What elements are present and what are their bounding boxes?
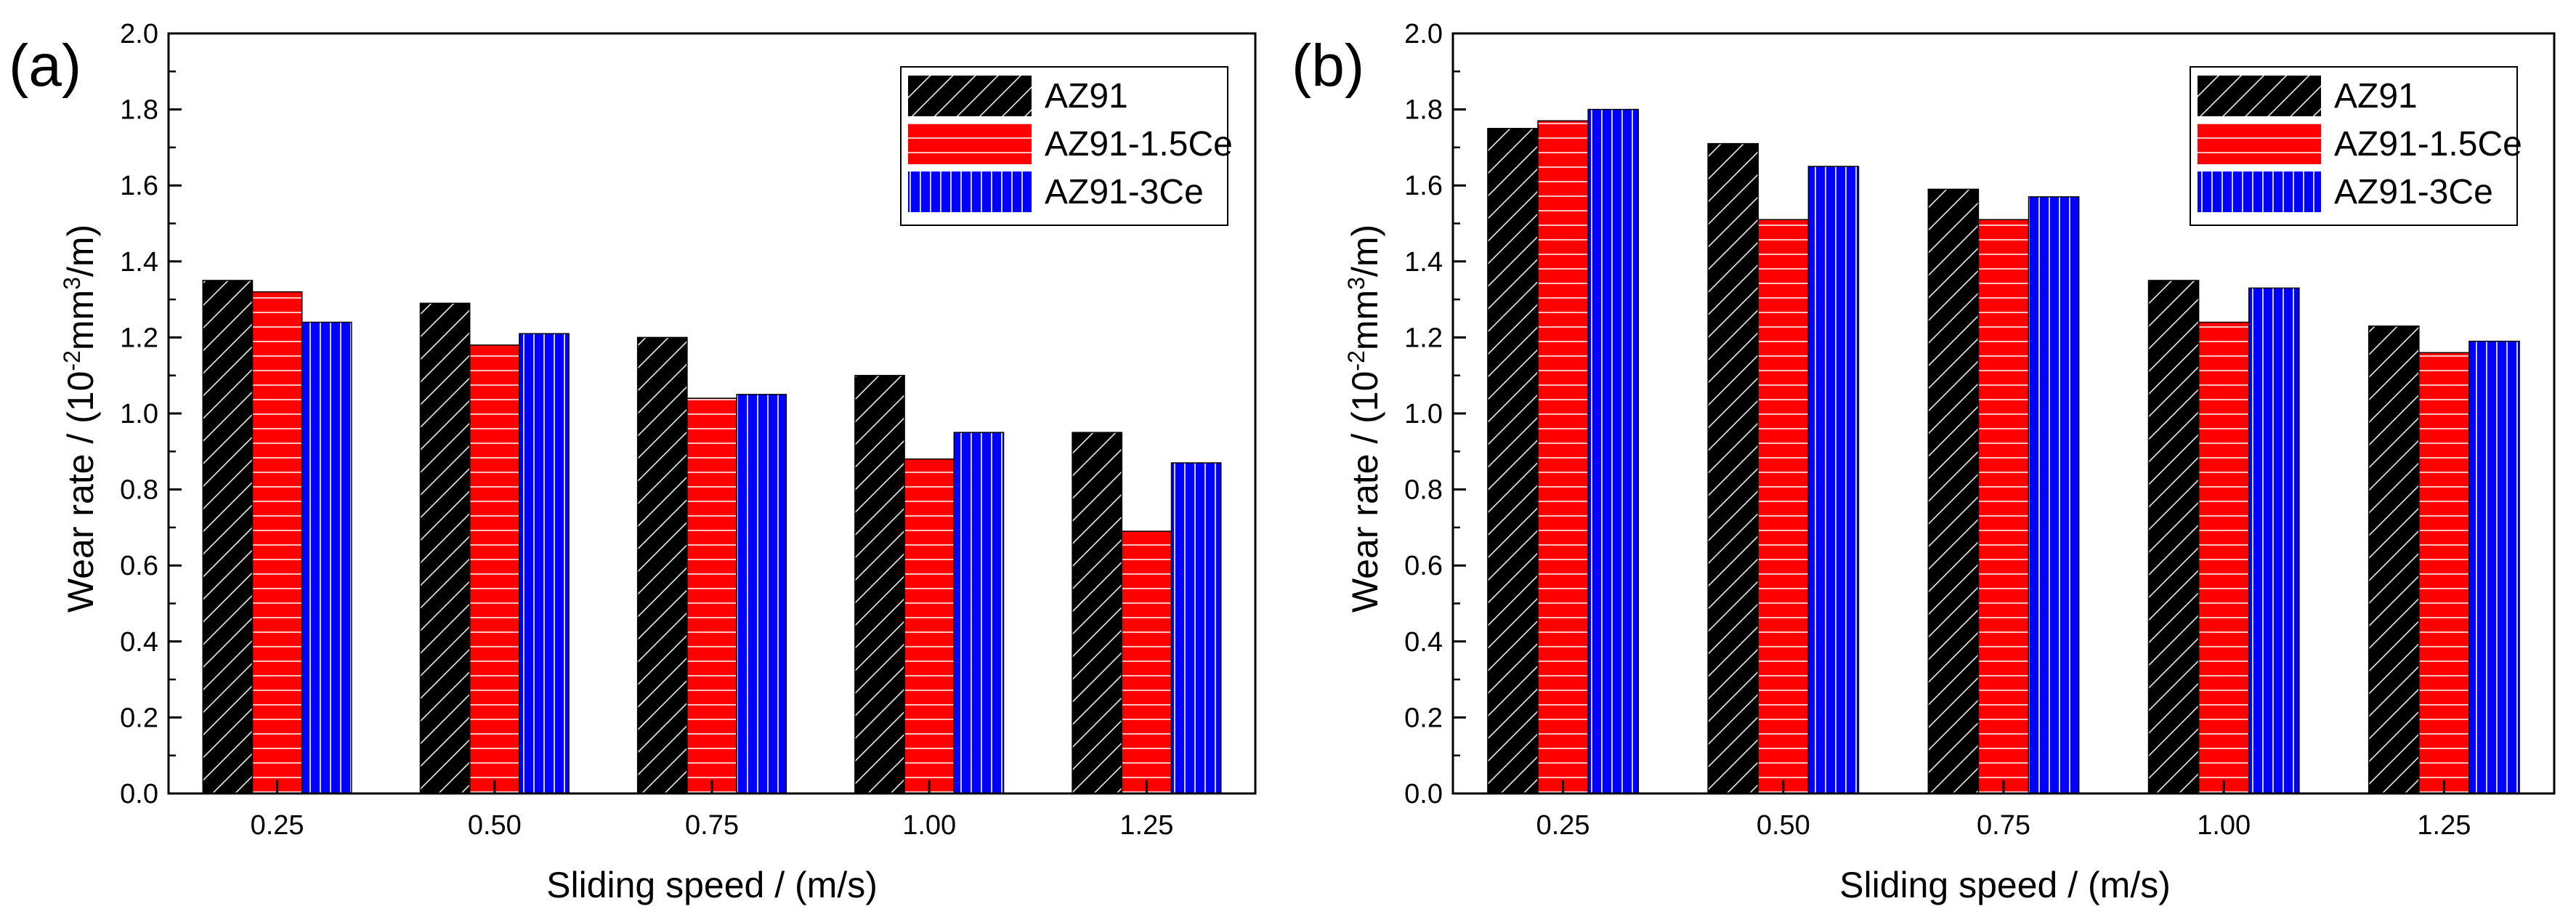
y-tick-label: 1.6 xyxy=(1404,171,1443,201)
bar-az91-1-5ce-1-25 xyxy=(2418,352,2470,794)
y-tick-label: 0.4 xyxy=(1404,627,1443,658)
y-tick-label: 2.0 xyxy=(1404,19,1443,49)
legend-swatch-az91-3ce xyxy=(2198,171,2321,212)
chart-panel-a: (a) 0.0 0.2 0.4 0.6 0.8 1.0 1.2 1.4 1.6 1.8 2.0 0.2… xyxy=(9,19,1257,905)
x-tick-label: 0.25 xyxy=(1536,810,1590,841)
y-tick-label: 1.4 xyxy=(1404,247,1443,278)
legend: AZ91 AZ91-1.5Ce AZ91-3Ce xyxy=(2190,66,2522,226)
bar-az91-3ce-0-75 xyxy=(2028,196,2080,794)
y-axis-label: Wear rate / (10-2mm3/m) xyxy=(59,225,101,613)
bar-az91-3ce-1-25 xyxy=(1170,462,1222,794)
bar-az91-1-5ce-0-25 xyxy=(251,291,303,794)
legend-swatch-az91-1-5ce xyxy=(2198,124,2321,164)
bar-az91-1-5ce-0-50 xyxy=(1757,219,1810,794)
bar-az91-3ce-0-25 xyxy=(1587,108,1640,794)
bar-az91-3ce-0-25 xyxy=(301,321,352,794)
y-tick-label: 1.0 xyxy=(120,399,158,429)
y-tick-label: 1.4 xyxy=(120,247,158,278)
plot-area: 0.0 0.2 0.4 0.6 0.8 1.0 1.2 1.4 1.6 1.8 2.0 0.25 0.5… xyxy=(1404,19,2556,841)
y-tick-label: 0.6 xyxy=(1404,551,1443,581)
y-tick-label: 2.0 xyxy=(120,19,158,49)
x-tick-label: 0.75 xyxy=(685,810,739,841)
panel-label: (b) xyxy=(1292,33,1364,99)
y-tick-label: 0.6 xyxy=(120,551,158,581)
x-tick-label: 1.00 xyxy=(2197,810,2251,841)
x-tick-label: 0.50 xyxy=(468,810,522,841)
bar-az91-1-5ce-0-75 xyxy=(686,397,737,794)
x-tick-label: 1.25 xyxy=(2417,810,2471,841)
y-axis-label: Wear rate / (10-2mm3/m) xyxy=(1343,225,1385,613)
panel-label: (a) xyxy=(9,33,81,99)
legend-label-az91: AZ91 xyxy=(2334,77,2418,116)
bar-az91-0-50 xyxy=(419,302,471,794)
y-tick-label: 0.2 xyxy=(120,703,158,733)
bar-az91-1-5ce-1-00 xyxy=(2198,321,2250,794)
bar-az91-1-5ce-0-75 xyxy=(1977,219,2030,794)
bar-az91-0-25 xyxy=(1487,128,1539,794)
y-tick-label: 1.2 xyxy=(120,323,158,353)
y-tick-label: 0.2 xyxy=(1404,703,1443,733)
bar-az91-0-25 xyxy=(202,280,254,794)
x-tick-label: 1.00 xyxy=(902,810,956,841)
y-tick-label: 0.8 xyxy=(120,475,158,506)
bar-az91-0-75 xyxy=(636,336,688,794)
bar-az91-1-25 xyxy=(1072,432,1123,794)
y-tick-label: 1.8 xyxy=(1404,95,1443,126)
legend-swatch-az91-3ce xyxy=(908,171,1032,212)
bar-az91-3ce-1-00 xyxy=(2248,287,2300,794)
bar-az91-1-5ce-0-25 xyxy=(1537,120,1589,794)
plot-area: 0.0 0.2 0.4 0.6 0.8 1.0 1.2 1.4 1.6 1.8 2.0 0.25 0.5… xyxy=(120,19,1257,841)
bar-az91-1-5ce-1-25 xyxy=(1121,530,1172,794)
bar-az91-3ce-1-25 xyxy=(2468,340,2520,794)
y-tick-label: 1.6 xyxy=(120,171,158,201)
x-tick-label: 1.25 xyxy=(1119,810,1173,841)
bar-az91-1-00 xyxy=(854,374,905,794)
y-tick-label: 0.4 xyxy=(120,627,158,658)
legend-label-az91-1-5ce: AZ91-1.5Ce xyxy=(2334,125,2522,163)
y-tick-label: 0.0 xyxy=(1404,779,1443,809)
chart-panel-b: (b) 0.0 0.2 0.4 0.6 0.8 1.0 1.2 1.4 1.6 1.8 2.0 0.2… xyxy=(1292,19,2556,905)
bar-az91-3ce-0-50 xyxy=(519,333,570,794)
x-tick-label: 0.75 xyxy=(1977,810,2030,841)
y-tick-label: 1.0 xyxy=(1404,399,1443,429)
bar-az91-3ce-0-75 xyxy=(736,394,787,794)
x-axis-label: Sliding speed / (m/s) xyxy=(546,865,878,905)
bar-az91-1-5ce-0-50 xyxy=(469,344,520,794)
bar-az91-3ce-0-50 xyxy=(1807,166,1860,794)
bar-az91-3ce-1-00 xyxy=(953,432,1005,794)
legend-swatch-az91 xyxy=(2198,76,2321,116)
y-tick-label: 1.2 xyxy=(1404,323,1443,353)
y-tick-label: 0.8 xyxy=(1404,475,1443,506)
bar-az91-0-50 xyxy=(1707,142,1759,794)
legend-swatch-az91 xyxy=(908,76,1032,116)
legend: AZ91 AZ91-1.5Ce AZ91-3Ce xyxy=(900,66,1233,226)
legend-label-az91-3ce: AZ91-3Ce xyxy=(1045,173,1204,211)
legend-label-az91-1-5ce: AZ91-1.5Ce xyxy=(1045,125,1233,163)
legend-label-az91: AZ91 xyxy=(1045,77,1128,116)
y-tick-label: 0.0 xyxy=(120,779,158,809)
x-tick-label: 0.25 xyxy=(251,810,304,841)
x-tick-label: 0.50 xyxy=(1757,810,1810,841)
bar-az91-1-25 xyxy=(2368,325,2420,794)
legend-swatch-az91-1-5ce xyxy=(908,124,1032,164)
y-tick-label: 1.8 xyxy=(120,95,158,126)
bar-az91-0-75 xyxy=(1927,188,1980,794)
legend-label-az91-3ce: AZ91-3Ce xyxy=(2334,173,2493,211)
bar-az91-1-5ce-1-00 xyxy=(904,458,955,794)
x-axis-label: Sliding speed / (m/s) xyxy=(1839,865,2171,905)
bar-az91-1-00 xyxy=(2147,280,2200,794)
